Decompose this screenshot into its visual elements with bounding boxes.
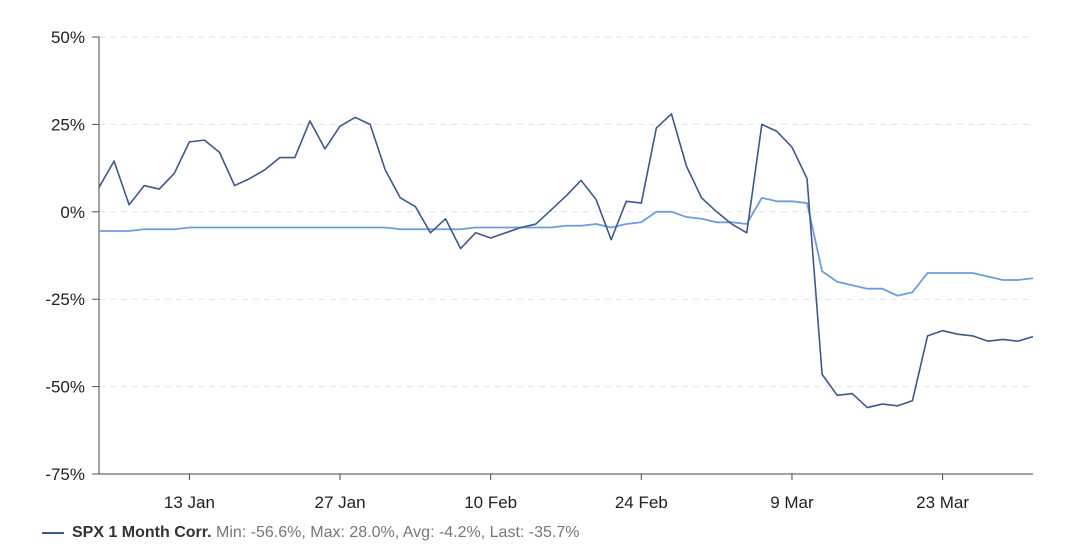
legend-stats: Min: -56.6%, Max: 28.0%, Avg: -4.2%, Las… [216,524,580,541]
legend-series-name: SPX 1 Month Corr. [72,524,212,541]
series-layer [98,113,1034,409]
y-tick-label: 25% [51,115,85,134]
legend[interactable]: SPX 1 Month Corr. Min: -56.6%, Max: 28.0… [42,524,579,542]
x-tick-label: 9 Mar [770,493,814,512]
x-tick-label: 23 Mar [916,493,969,512]
x-tick-label: 13 Jan [164,493,215,512]
y-tick-label: -75% [45,465,85,484]
y-tick-label: 50% [51,28,85,47]
gridlines [99,36,1033,388]
y-tick-label: 0% [60,203,85,222]
y-tick-label: -25% [45,290,85,309]
x-tick-label: 10 Feb [464,493,517,512]
line-chart: 50% 25% 0% -25% -50% -75% 13 Jan 27 Jan 10 Feb 2… [45,28,1034,512]
y-tick-label: -50% [45,378,85,397]
x-tick-label: 27 Jan [315,493,366,512]
legend-swatch [42,531,64,534]
series-line-spx-1-month-corr[interactable] [98,113,1034,409]
y-axis: 50% 25% 0% -25% -50% -75% [45,28,100,484]
series-line-secondary[interactable] [99,196,1034,297]
x-axis: 13 Jan 27 Jan 10 Feb 24 Feb 9 Mar 23 Mar [99,473,1033,512]
x-tick-label: 24 Feb [615,493,668,512]
